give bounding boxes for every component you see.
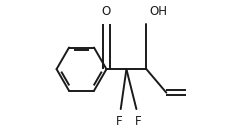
Text: O: O [102, 5, 111, 18]
Text: OH: OH [149, 5, 167, 18]
Text: F: F [116, 115, 122, 128]
Text: F: F [134, 115, 141, 128]
